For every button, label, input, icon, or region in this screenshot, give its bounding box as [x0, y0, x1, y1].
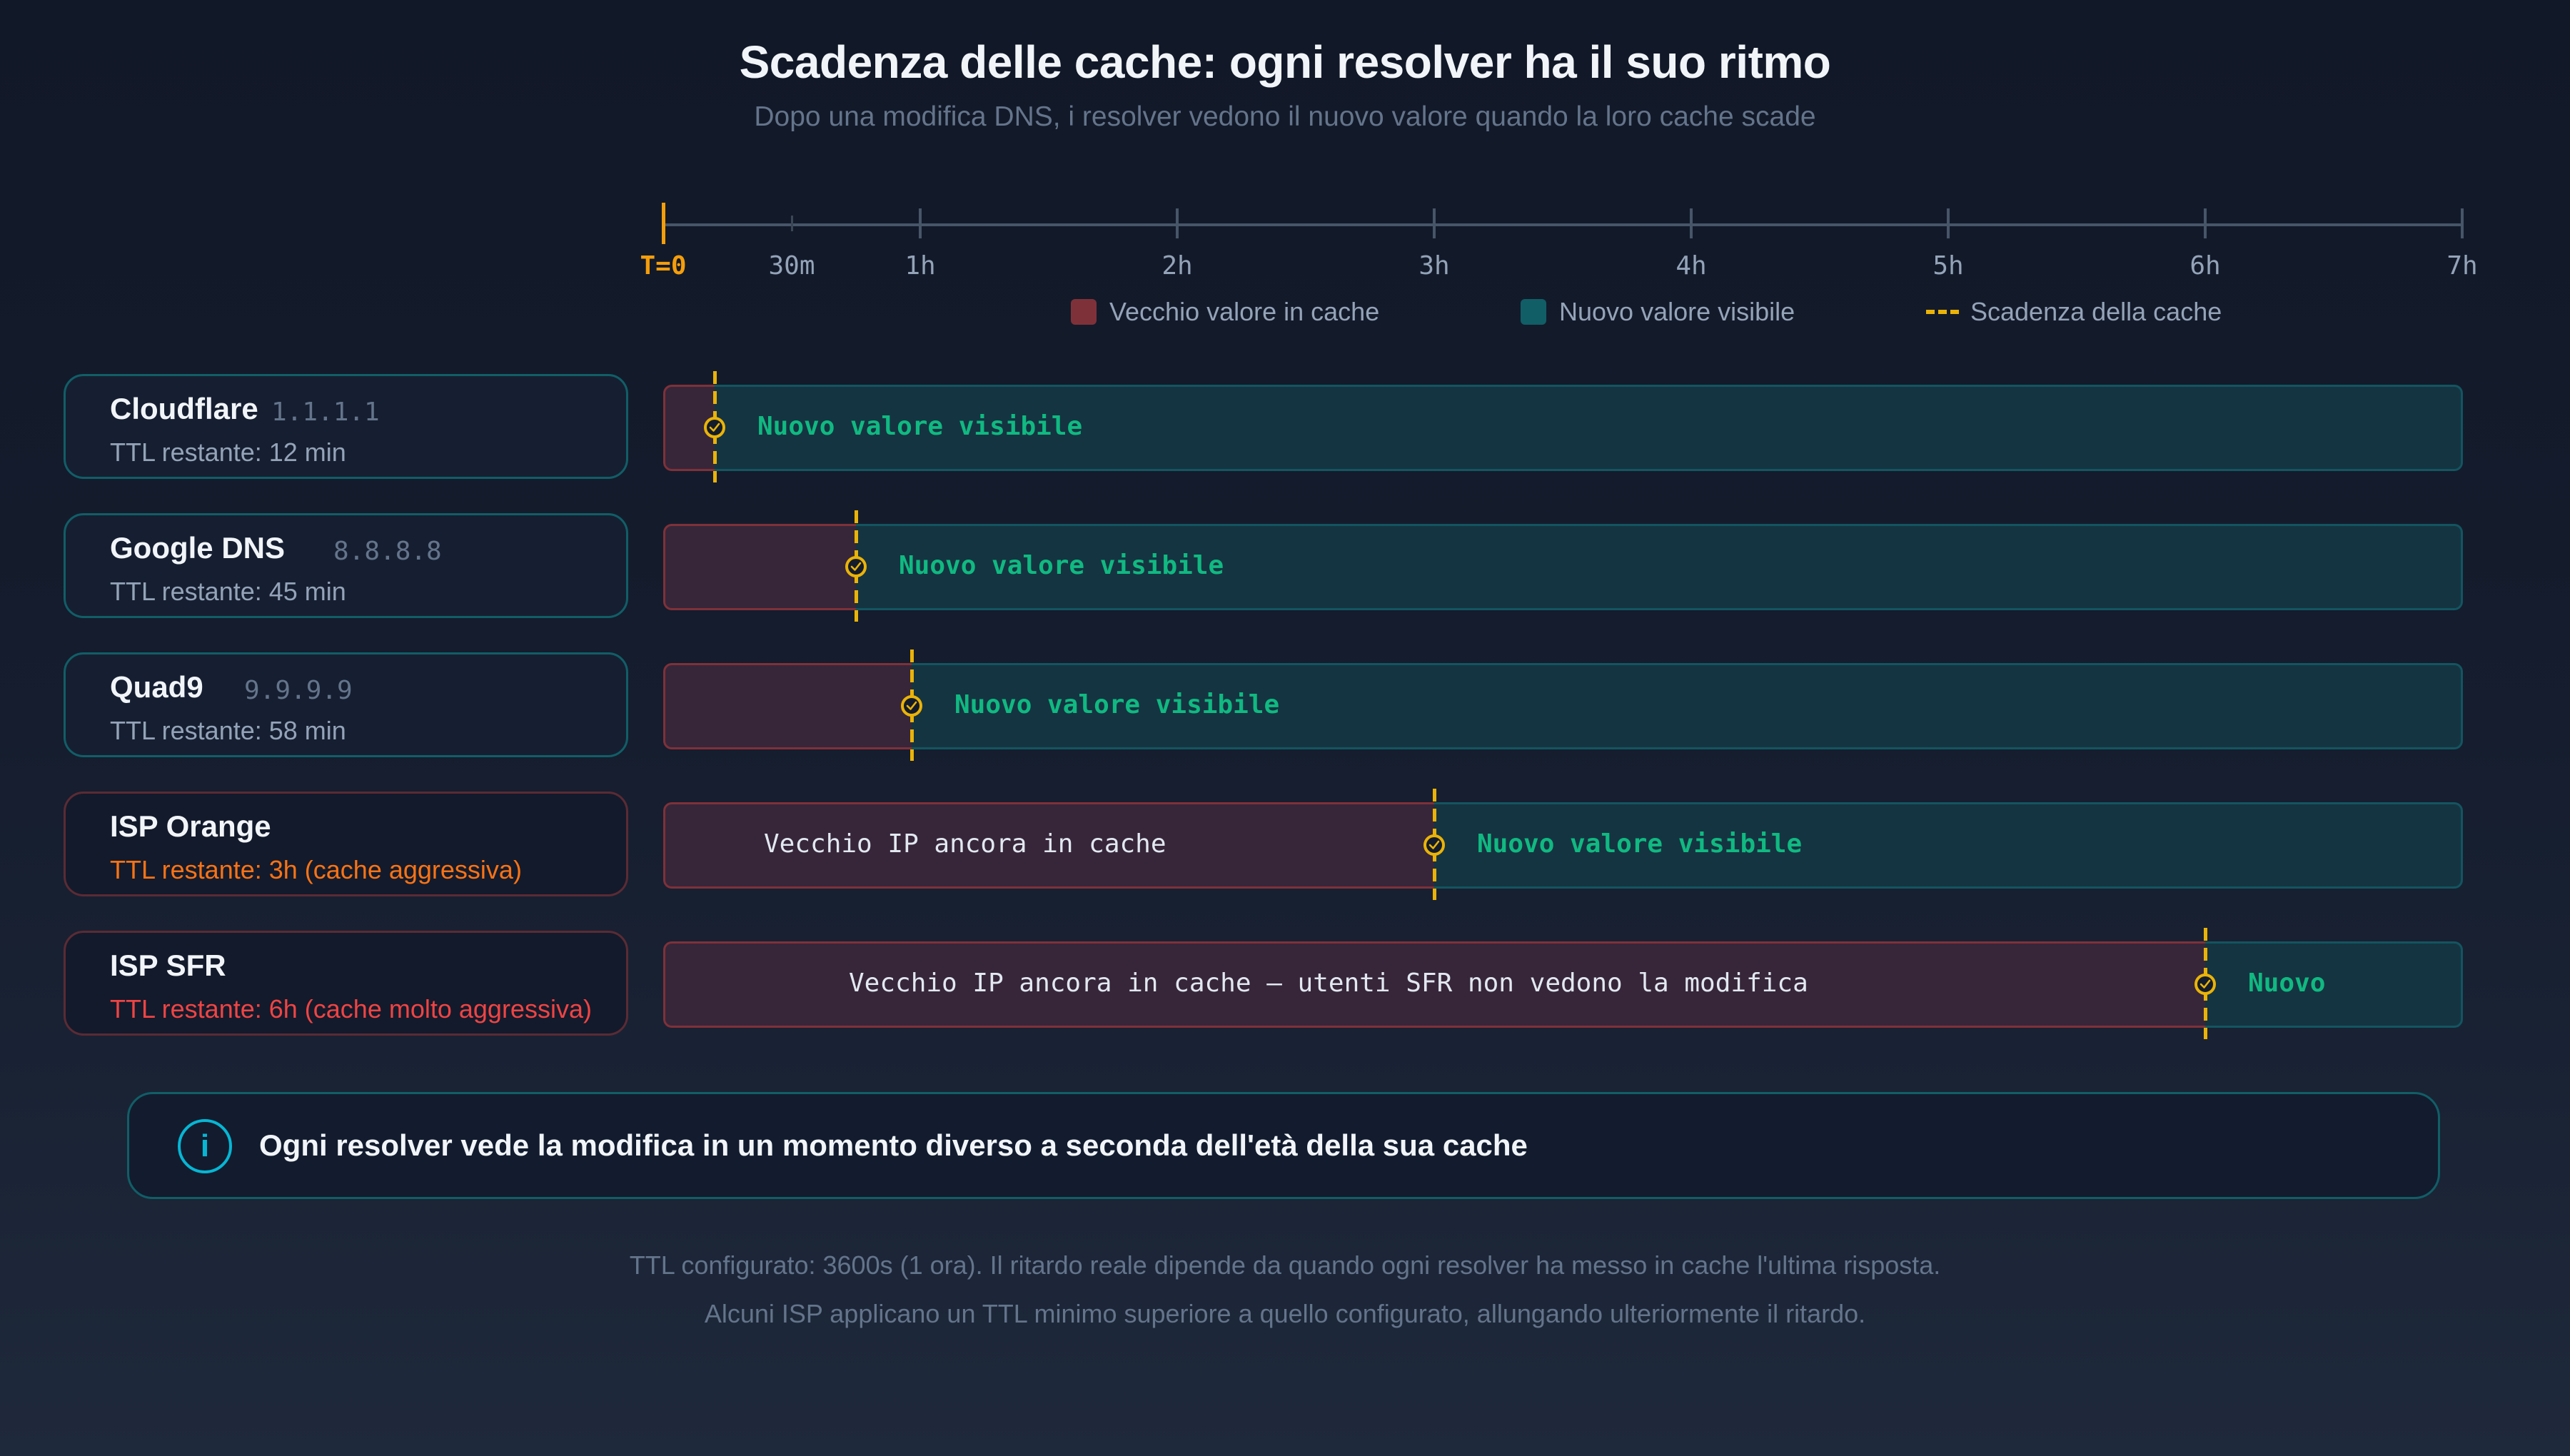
resolver-ttl: TTL restante: 58 min: [110, 716, 346, 745]
check-circle-icon: [1423, 834, 1445, 856]
legend-expiry-label: Scadenza della cache: [1970, 297, 2222, 326]
new-value-segment: [912, 663, 2463, 749]
new-swatch-icon: [1521, 299, 1546, 325]
axis-tick: [2461, 208, 2464, 238]
check-circle-icon: [2194, 974, 2216, 995]
new-value-label: Nuovo valore visibile: [1477, 829, 1803, 859]
dashed-line-icon: [1926, 310, 1959, 314]
old-swatch-icon: [1071, 299, 1097, 325]
check-circle-icon: [704, 417, 725, 438]
check-circle-icon: [845, 556, 867, 577]
axis-tick: [2204, 208, 2207, 238]
resolver-ip: 8.8.8.8: [333, 537, 442, 566]
new-value-segment: [1434, 802, 2463, 889]
page-subtitle: Dopo una modifica DNS, i resolver vedono…: [754, 101, 1816, 132]
resolver-card: Quad9 9.9.9.9 TTL restante: 58 min: [64, 652, 628, 757]
old-value-segment: [663, 941, 2205, 1028]
old-value-label: Vecchio IP ancora in cache: [764, 829, 1166, 859]
legend-new-label: Nuovo valore visibile: [1559, 297, 1795, 326]
new-value-segment: [856, 524, 2463, 610]
axis-tick: [919, 208, 922, 238]
axis-tick: [1690, 208, 1693, 238]
old-value-label: Vecchio IP ancora in cache – utenti SFR …: [849, 969, 1808, 998]
legend-old: Vecchio valore in cache: [1071, 294, 1379, 330]
axis-tick: [1176, 208, 1179, 238]
new-value-label: Nuovo: [2248, 969, 2326, 998]
axis-tick-label: 6h: [2189, 251, 2221, 280]
axis-tick: [791, 216, 793, 231]
axis-tick-label: 1h: [904, 251, 936, 280]
resolver-ttl: TTL restante: 3h (cache aggressiva): [110, 855, 522, 884]
resolver-name: Cloudflare: [110, 392, 258, 425]
new-value-segment: [715, 385, 2463, 471]
resolver-ttl: TTL restante: 45 min: [110, 577, 346, 606]
resolver-ip: 9.9.9.9: [244, 676, 353, 705]
info-text: Ogni resolver vede la modifica in un mom…: [259, 1128, 1528, 1162]
resolver-card: Cloudflare 1.1.1.1 TTL restante: 12 min: [64, 374, 628, 479]
new-value-label: Nuovo valore visibile: [899, 551, 1224, 580]
old-value-segment: [663, 802, 1434, 889]
axis-tick: [1947, 208, 1950, 238]
resolver-card: ISP Orange TTL restante: 3h (cache aggres…: [64, 792, 628, 896]
resolver-name: Google DNS: [110, 531, 286, 565]
resolver-ttl: TTL restante: 12 min: [110, 438, 346, 467]
old-value-segment: [663, 663, 912, 749]
resolver-card: ISP SFR TTL restante: 6h (cache molto agg…: [64, 931, 628, 1036]
new-value-label: Nuovo valore visibile: [954, 690, 1280, 719]
resolver-ip: 1.1.1.1: [271, 398, 380, 427]
info-callout: i Ogni resolver vede la modifica in un m…: [127, 1092, 2440, 1199]
footnote-2: Alcuni ISP applicano un TTL minimo super…: [704, 1299, 1866, 1328]
resolver-card: Google DNS 8.8.8.8 TTL restante: 45 min: [64, 513, 628, 618]
axis-line: [663, 223, 2463, 226]
axis-tick-label: 30m: [768, 251, 815, 280]
check-circle-icon: [901, 695, 922, 717]
axis-tick-label: 2h: [1161, 251, 1193, 280]
resolver-name: ISP SFR: [110, 949, 226, 982]
axis-tick-label: 3h: [1418, 251, 1450, 280]
resolver-ttl: TTL restante: 6h (cache molto aggressiva…: [110, 994, 592, 1023]
time-axis: T=0 30m 1h 2h 3h 4h 5h 6h 7h: [0, 0, 2570, 343]
info-icon: i: [178, 1119, 232, 1173]
axis-tick-label: T=0: [640, 251, 687, 280]
legend-new: Nuovo valore visibile: [1521, 294, 1795, 330]
axis-tick-label: 5h: [1932, 251, 1964, 280]
axis-tick: [662, 203, 665, 244]
new-value-label: Nuovo valore visibile: [757, 412, 1083, 441]
axis-tick-label: 7h: [2446, 251, 2478, 280]
legend-old-label: Vecchio valore in cache: [1109, 297, 1380, 326]
new-value-segment: [2205, 941, 2463, 1028]
resolver-name: ISP Orange: [110, 809, 271, 843]
footnote-1: TTL configurato: 3600s (1 ora). Il ritar…: [629, 1250, 1941, 1280]
page-title: Scadenza delle cache: ogni resolver ha i…: [739, 36, 1831, 88]
legend-expiry: Scadenza della cache: [1926, 294, 2222, 330]
axis-tick-label: 4h: [1675, 251, 1707, 280]
axis-tick: [1433, 208, 1436, 238]
old-value-segment: [663, 524, 856, 610]
resolver-name: Quad9: [110, 670, 203, 704]
